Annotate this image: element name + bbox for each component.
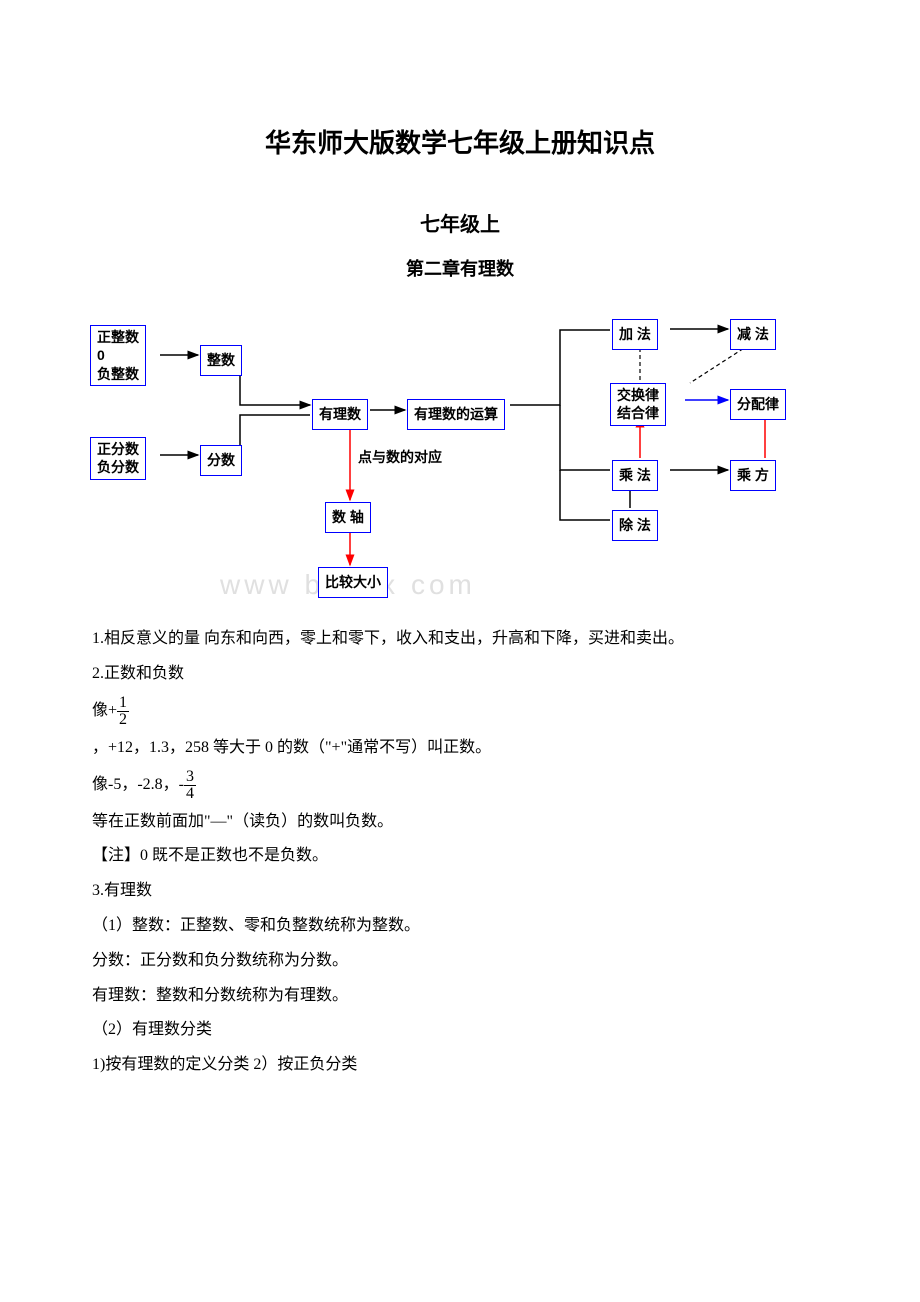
- node-zhengshu: 整数: [200, 345, 242, 376]
- frac2-prefix: 像-5，-2.8，-: [92, 776, 184, 793]
- chapter-title: 第二章有理数: [60, 253, 860, 285]
- paragraph-12: （2）有理数分类: [60, 1016, 860, 1045]
- paragraph-6: 等在正数前面加"—"（读负）的数叫负数。: [60, 808, 860, 837]
- subtitle: 七年级上: [60, 207, 860, 243]
- node-chengfa: 乘 法: [612, 460, 658, 491]
- node-youlishu: 有理数: [312, 399, 368, 430]
- frac1-prefix: 像+: [92, 702, 117, 719]
- paragraph-4: ，+12，1.3，258 等大于 0 的数（"+"通常不写）叫正数。: [60, 734, 860, 763]
- paragraph-8: 3.有理数: [60, 877, 860, 906]
- fraction-line-1: 像+12: [92, 695, 860, 728]
- node-jiaohuan: 交换律结合律: [610, 383, 666, 425]
- node-yunsuan: 有理数的运算: [407, 399, 505, 430]
- paragraph-13: 1)按有理数的定义分类 2）按正负分类: [60, 1051, 860, 1080]
- paragraph-2: 2.正数和负数: [60, 660, 860, 689]
- node-bijiao: 比较大小: [318, 567, 388, 598]
- frac2-den: 4: [184, 786, 196, 802]
- paragraph-9: （1）整数：正整数、零和负整数统称为整数。: [60, 912, 860, 941]
- page-title: 华东师大版数学七年级上册知识点: [60, 120, 860, 167]
- concept-diagram: 正整数0负整数 正分数负分数 整数 分数 有理数 有理数的运算 点与数的对应 数…: [70, 305, 850, 605]
- paragraph-1: 1.相反意义的量 向东和向西，零上和零下，收入和支出，升高和下降，买进和卖出。: [60, 625, 860, 654]
- fraction-1: 12: [117, 695, 129, 728]
- paragraph-7: 【注】0 既不是正数也不是负数。: [60, 842, 860, 871]
- frac1-num: 1: [117, 695, 129, 712]
- fraction-line-2: 像-5，-2.8，-34: [92, 769, 860, 802]
- frac2-num: 3: [184, 769, 196, 786]
- node-chufa: 除 法: [612, 510, 658, 541]
- node-integer-group: 正整数0负整数: [90, 325, 146, 386]
- paragraph-11: 有理数：整数和分数统称为有理数。: [60, 982, 860, 1011]
- node-shuzhou: 数 轴: [325, 502, 371, 533]
- node-fenpei: 分配律: [730, 389, 786, 420]
- node-fenshu: 分数: [200, 445, 242, 476]
- fraction-2: 34: [184, 769, 196, 802]
- node-jianfa: 减 法: [730, 319, 776, 350]
- label-point-correspondence: 点与数的对应: [358, 445, 442, 470]
- node-fraction-group: 正分数负分数: [90, 437, 146, 479]
- node-jiafa: 加 法: [612, 319, 658, 350]
- paragraph-10: 分数：正分数和负分数统称为分数。: [60, 947, 860, 976]
- node-chengfang: 乘 方: [730, 460, 776, 491]
- frac1-den: 2: [117, 712, 129, 728]
